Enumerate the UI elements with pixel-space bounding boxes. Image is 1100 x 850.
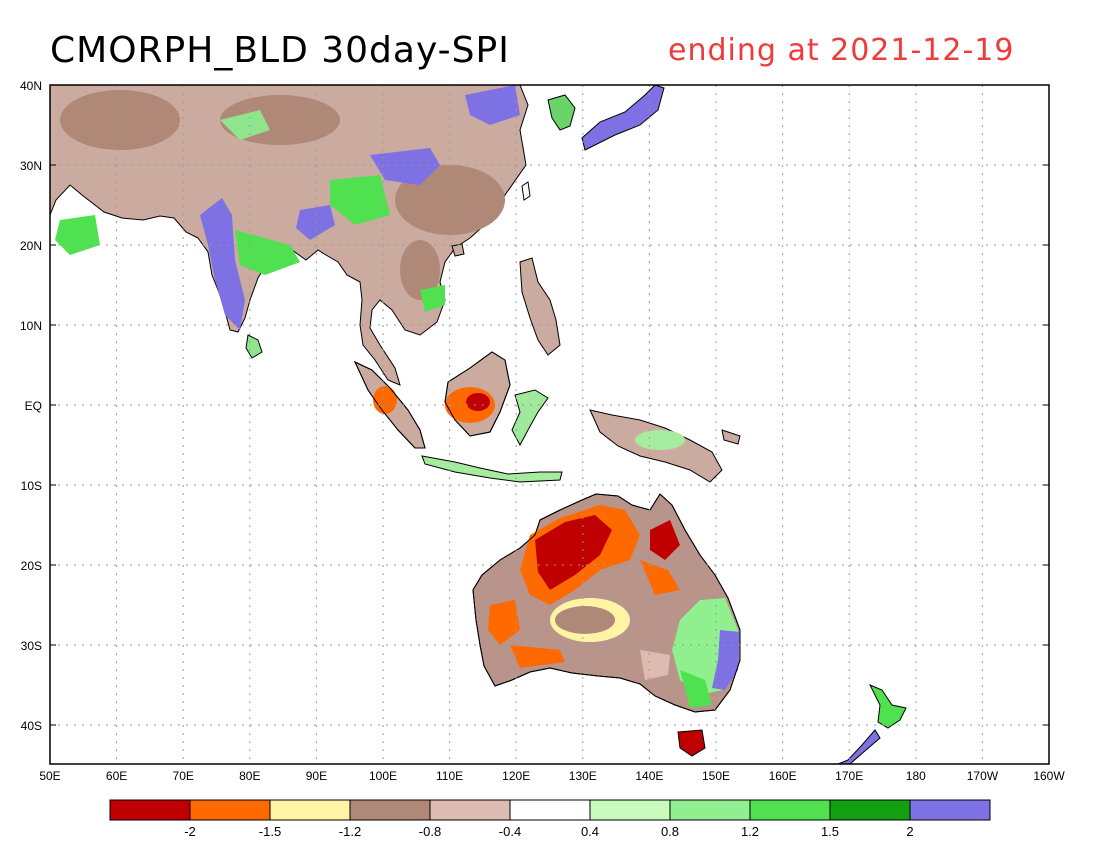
lon-label: 90E: [306, 769, 327, 783]
new-zealand-south: [837, 729, 881, 764]
graticule: [50, 85, 1049, 764]
color-bar-box: [269, 799, 351, 821]
sri-lanka: [245, 334, 263, 359]
lat-label: 40S: [21, 719, 42, 733]
lon-label: 70E: [173, 769, 194, 783]
coastlines: [353, 351, 741, 713]
lat-label: EQ: [25, 399, 42, 413]
latitude-labels: 40N 30N 20N 10N EQ 10S 20S 30S 40S: [20, 79, 42, 733]
lon-label: 160W: [1033, 769, 1065, 783]
color-bar-box: [749, 799, 831, 821]
lon-label: 150E: [702, 769, 730, 783]
lon-label: 80E: [239, 769, 260, 783]
color-bar: -2 -1.5 -1.2 -0.8 -0.4 0.4 0.8 1.2 1.5 2: [109, 799, 991, 839]
map-title: CMORPH_BLD 30day-SPI: [50, 30, 510, 71]
lat-label: 10N: [20, 319, 42, 333]
color-bar-label: -1.5: [259, 824, 281, 839]
color-bar-box: [189, 799, 271, 821]
lat-label: 30S: [21, 639, 42, 653]
lon-label: 110E: [436, 769, 463, 783]
taiwan: [521, 181, 531, 201]
lat-label: 20S: [21, 559, 42, 573]
tasmania: [677, 729, 706, 757]
color-bar-label: 2: [906, 824, 913, 839]
lat-label: 10S: [21, 479, 42, 493]
lat-label: 30N: [20, 159, 42, 173]
lat-label: 40N: [20, 79, 42, 93]
lon-label: 180: [906, 769, 926, 783]
map-date: ending at 2021-12-19: [668, 33, 1015, 68]
sulawesi: [511, 389, 549, 447]
korea: [547, 94, 576, 131]
color-bar-label: -1.2: [339, 824, 361, 839]
color-bar-box: [109, 799, 191, 821]
color-bar-label: -0.4: [499, 824, 521, 839]
lat-label: 20N: [20, 239, 42, 253]
lon-label: 100E: [369, 769, 397, 783]
lon-label: 170E: [835, 769, 863, 783]
frame-ticks: [50, 84, 1049, 726]
color-bar-label: -2: [184, 824, 196, 839]
lon-label: 170W: [967, 769, 999, 783]
lon-label: 130E: [569, 769, 597, 783]
color-bar-label: 0.4: [581, 824, 599, 839]
color-bar-label: 0.8: [661, 824, 679, 839]
lon-label: 50E: [39, 769, 60, 783]
color-bar-label: 1.2: [741, 824, 759, 839]
color-bar-label: 1.5: [821, 824, 839, 839]
spi-anomalies: [55, 85, 740, 708]
lon-label: 120E: [502, 769, 530, 783]
color-bar-box: [909, 799, 991, 821]
new-zealand-north: [868, 684, 907, 729]
philippines: [519, 257, 561, 356]
color-bar-box: [349, 799, 431, 821]
japan: [581, 85, 665, 151]
color-bar-box: [509, 799, 591, 821]
color-bar-box: [589, 799, 671, 821]
new-britain: [721, 429, 741, 445]
color-bar-box: [829, 799, 911, 821]
color-bar-box: [669, 799, 751, 821]
color-bar-box: [429, 799, 511, 821]
map-frame: [49, 84, 1050, 765]
lon-label: 140E: [635, 769, 663, 783]
color-bar-label: -0.8: [419, 824, 441, 839]
longitude-labels: 50E 60E 70E 80E 90E 100E 110E 120E 130E …: [39, 769, 1065, 783]
lon-label: 160E: [769, 769, 797, 783]
lon-label: 60E: [106, 769, 127, 783]
